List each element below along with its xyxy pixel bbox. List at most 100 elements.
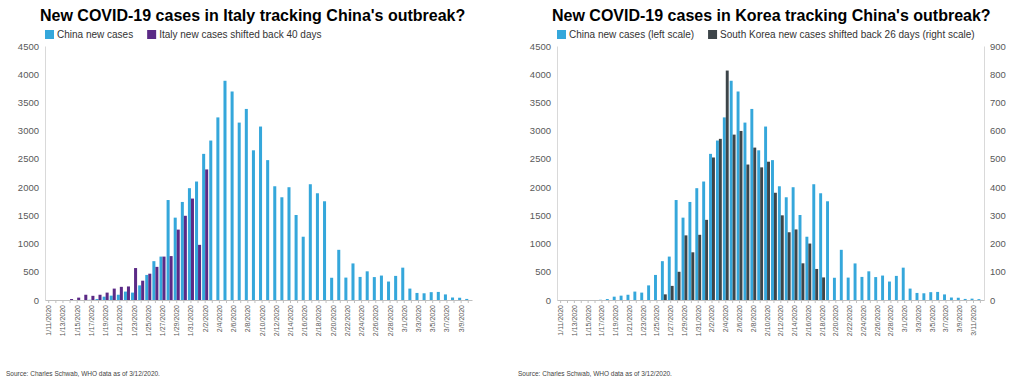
tick-label: 1/31/2020 <box>187 305 194 336</box>
tick-mark <box>425 300 426 303</box>
bar <box>337 250 340 300</box>
tick <box>70 300 71 303</box>
tick <box>718 300 719 303</box>
tick: 1/17/2020 <box>598 300 605 336</box>
tick <box>870 300 871 303</box>
bar <box>826 201 829 300</box>
bar <box>565 300 568 301</box>
bar <box>647 285 650 300</box>
tick-mark <box>411 300 412 303</box>
bar <box>888 282 891 300</box>
bar <box>688 202 691 300</box>
tick-label: 2/22/2020 <box>344 305 351 336</box>
tick <box>705 300 706 303</box>
tick-mark <box>48 300 49 303</box>
tick-mark <box>636 300 637 303</box>
tick: 2/10/2020 <box>764 300 771 336</box>
tick-label: 2/26/2020 <box>372 305 379 336</box>
tick: 2/8/2020 <box>750 300 757 332</box>
bar <box>444 294 447 300</box>
tick-mark <box>183 300 184 303</box>
bar <box>668 257 671 300</box>
bar <box>77 298 80 300</box>
tick-mark <box>966 300 967 303</box>
tick <box>155 300 156 303</box>
bar <box>854 263 857 300</box>
tick-mark <box>468 300 469 303</box>
tick-mark <box>849 300 850 303</box>
tick-mark <box>326 300 327 303</box>
bar <box>184 216 187 300</box>
tick <box>622 300 623 303</box>
tick-mark <box>418 300 419 303</box>
tick: 2/16/2020 <box>301 300 308 336</box>
bar <box>977 299 980 300</box>
tick <box>269 300 270 303</box>
bar <box>174 218 177 300</box>
tick-mark <box>226 300 227 303</box>
tick-label: 1/15/2020 <box>74 305 81 336</box>
bar <box>205 169 208 300</box>
bar <box>266 160 269 300</box>
tick-mark <box>904 300 905 303</box>
tick-label: 500 <box>535 266 551 277</box>
tick-mark <box>712 300 713 303</box>
tick-label: 4000 <box>530 69 551 80</box>
bar <box>860 277 863 300</box>
bar <box>805 237 808 300</box>
tick: 2/14/2020 <box>791 300 798 336</box>
tick-mark <box>842 300 843 303</box>
bar <box>585 300 588 301</box>
tick-mark <box>760 300 761 303</box>
bar <box>366 271 369 300</box>
tick-mark <box>247 300 248 303</box>
tick-mark <box>162 300 163 303</box>
chart-panel: New COVID-19 cases in Italy tracking Chi… <box>6 7 473 377</box>
tick <box>746 300 747 303</box>
tick: 3500 <box>530 97 557 108</box>
tick <box>801 300 802 303</box>
tick-label: 3/5/2020 <box>929 305 936 332</box>
bar <box>558 300 561 301</box>
bar <box>138 285 141 300</box>
bar <box>60 300 63 301</box>
tick <box>884 300 885 303</box>
tick <box>980 300 981 303</box>
tick-mark <box>70 300 71 303</box>
plot-area <box>70 81 468 300</box>
tick-mark <box>98 300 99 303</box>
bar <box>950 298 953 300</box>
tick: 1/15/2020 <box>74 300 81 336</box>
tick <box>340 300 341 303</box>
bar <box>302 237 305 300</box>
bar <box>757 150 760 300</box>
bar <box>716 141 719 300</box>
bar <box>771 160 774 300</box>
tick-mark <box>718 300 719 303</box>
tick <box>966 300 967 303</box>
tick: 2000 <box>530 182 557 193</box>
bar <box>195 182 198 300</box>
tick <box>397 300 398 303</box>
tick-mark <box>863 300 864 303</box>
x-axis: 1/11/20201/13/20201/15/20201/17/20201/19… <box>45 300 472 336</box>
tick: 3/9/2020 <box>458 300 465 332</box>
tick: 2/12/2020 <box>777 300 784 336</box>
tick <box>691 300 692 303</box>
tick: 2/10/2020 <box>259 300 266 336</box>
bar <box>902 268 905 300</box>
tick: 2/4/2020 <box>722 300 729 332</box>
tick: 3/11/2020 <box>970 300 977 336</box>
tick: 3/3/2020 <box>415 300 422 332</box>
tick: 2/26/2020 <box>874 300 881 336</box>
bar <box>280 197 283 300</box>
bar <box>840 250 843 300</box>
bar <box>627 295 630 300</box>
axis-line <box>984 47 985 301</box>
tick-mark <box>877 300 878 303</box>
tick-label: 2/16/2020 <box>805 305 812 336</box>
tick: 4500 <box>530 41 557 52</box>
tick: 1/29/2020 <box>681 300 688 336</box>
source-note: Source: Charles Schwab, WHO data as of 3… <box>518 370 672 377</box>
bar <box>373 277 376 300</box>
